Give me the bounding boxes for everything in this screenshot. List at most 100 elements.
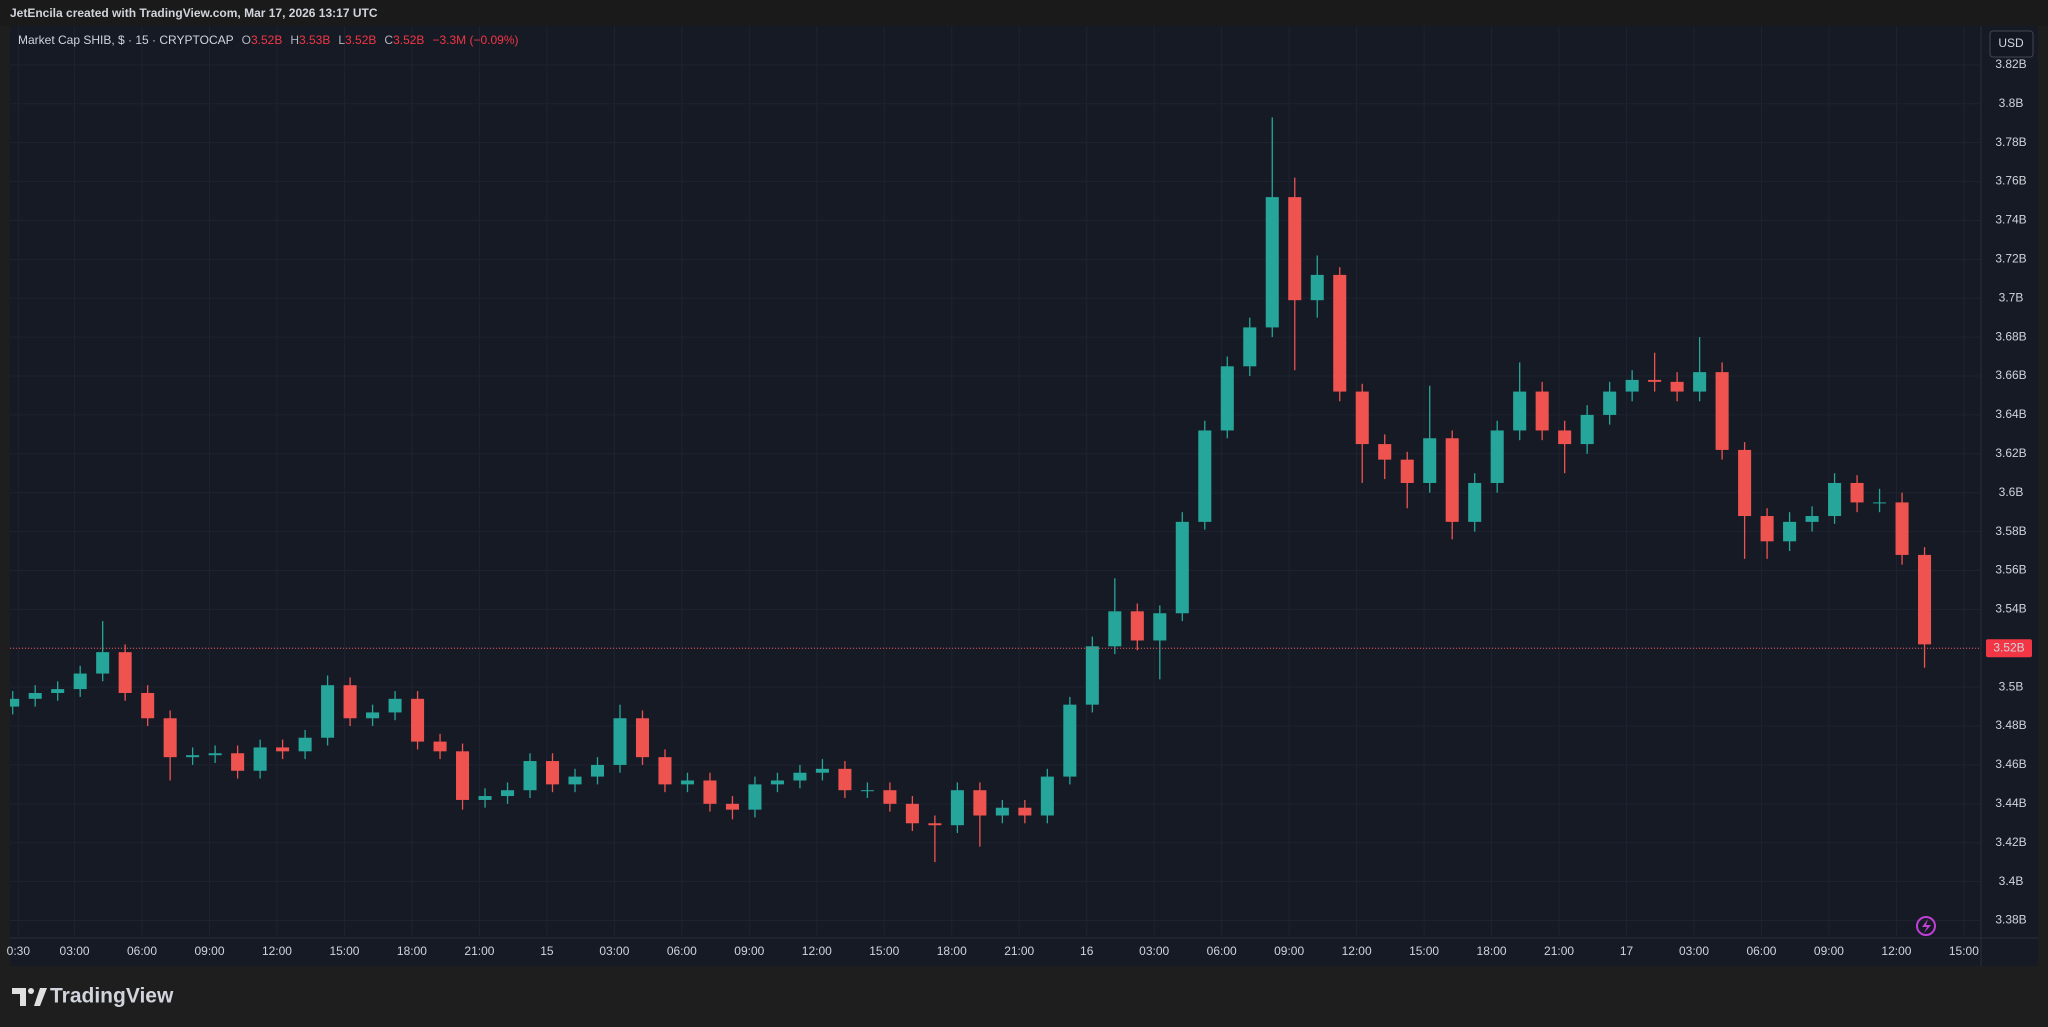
candle-body bbox=[1670, 381, 1684, 392]
candle-body bbox=[1558, 430, 1572, 445]
candle-body bbox=[141, 692, 155, 719]
ohlc-key: L bbox=[338, 33, 346, 47]
x-tick-label: 18:00 bbox=[397, 944, 427, 958]
candle-body bbox=[928, 823, 942, 826]
y-tick-label: 3.62B bbox=[1995, 446, 2026, 460]
candle-body bbox=[770, 780, 784, 785]
currency-label[interactable]: USD bbox=[1998, 36, 2024, 50]
x-tick-label: 09:00 bbox=[194, 944, 224, 958]
candle-body bbox=[883, 790, 897, 804]
x-tick-label: 12:00 bbox=[1881, 944, 1911, 958]
candle-body bbox=[366, 712, 380, 719]
axes: 3.38B 3.4B 3.42B 3.44B 3.46B 3.48B 3.5B 3.52B 3.… bbox=[7, 57, 2032, 958]
ohlc-key: O bbox=[241, 33, 251, 47]
alert-icon[interactable] bbox=[1916, 916, 1936, 936]
candle-body bbox=[658, 757, 672, 785]
chart-pane bbox=[10, 26, 2038, 966]
candle-body bbox=[1918, 554, 1932, 645]
y-tick-label: 3.56B bbox=[1995, 563, 2026, 577]
candle-body bbox=[1378, 444, 1392, 460]
y-tick-label: 3.58B bbox=[1995, 524, 2026, 538]
candle-body bbox=[1603, 391, 1617, 415]
currency-button[interactable] bbox=[1989, 30, 2034, 58]
candle-body bbox=[1760, 516, 1774, 542]
y-tick-label: 3.82B bbox=[1995, 57, 2026, 71]
candle-body bbox=[1400, 459, 1414, 483]
candle-body bbox=[321, 685, 335, 738]
candle-body bbox=[748, 784, 762, 810]
candle-body bbox=[433, 741, 447, 752]
candle-body bbox=[1445, 438, 1459, 522]
x-tick-label: 21:00 bbox=[1004, 944, 1034, 958]
y-tick-label: 3.4B bbox=[1999, 874, 2024, 888]
candle-body bbox=[1423, 438, 1437, 483]
candle-body bbox=[96, 652, 110, 674]
candle-body bbox=[1783, 521, 1797, 542]
y-tick-label: 3.42B bbox=[1995, 835, 2026, 849]
y-tick-label: 3.8B bbox=[1999, 96, 2024, 110]
x-tick-label: 17 bbox=[1620, 944, 1634, 958]
candle-body bbox=[411, 698, 425, 742]
candle-body bbox=[523, 761, 537, 791]
candle-body bbox=[276, 747, 290, 752]
candle-body bbox=[1175, 521, 1189, 614]
candle-body bbox=[703, 780, 717, 804]
y-tick-label: 3.68B bbox=[1995, 329, 2026, 343]
x-tick-label: 09:00 bbox=[1814, 944, 1844, 958]
candle-body bbox=[253, 747, 267, 771]
candle-body bbox=[680, 780, 694, 785]
y-tick-label: 3.6B bbox=[1999, 485, 2024, 499]
candle-body bbox=[186, 755, 200, 758]
candle-body bbox=[163, 718, 177, 758]
candle-body bbox=[208, 753, 222, 756]
x-tick-label: 06:00 bbox=[1746, 944, 1776, 958]
candle-body bbox=[51, 689, 65, 693]
candle-body bbox=[1580, 414, 1594, 445]
change: −3.3M (−0.09%) bbox=[432, 33, 519, 47]
logo-slash bbox=[34, 988, 47, 1006]
candle-body bbox=[1828, 482, 1842, 517]
symbol: Market Cap SHIB, $ · 15 · CRYPTOCAP bbox=[18, 33, 234, 47]
y-tick-label: 3.5B bbox=[1999, 679, 2024, 693]
x-tick-label: 03:00 bbox=[1139, 944, 1169, 958]
candle-body bbox=[1355, 391, 1369, 445]
candle-body bbox=[973, 790, 987, 816]
x-tick-label: 15:00 bbox=[329, 944, 359, 958]
ohlc-value: 3.52B bbox=[393, 33, 425, 47]
candle-body bbox=[815, 768, 829, 773]
x-tick-label: 15:00 bbox=[1409, 944, 1439, 958]
candle-body bbox=[1895, 502, 1909, 555]
candle-body bbox=[231, 753, 245, 771]
y-tick-label: 3.38B bbox=[1995, 913, 2026, 927]
candle-body bbox=[1738, 449, 1752, 517]
candle-body bbox=[1288, 197, 1302, 301]
candle-body bbox=[1265, 197, 1279, 328]
legend: Market Cap SHIB, $ · 15 · CRYPTOCAP O3.52… bbox=[18, 33, 518, 47]
candle-body bbox=[838, 768, 852, 791]
candle-body bbox=[1310, 274, 1324, 301]
x-tick-label: 15:00 bbox=[869, 944, 899, 958]
x-tick-label: 03:00 bbox=[1679, 944, 1709, 958]
candle-body bbox=[118, 652, 132, 693]
last-price-badge bbox=[1986, 639, 2032, 658]
x-tick-label: 18:00 bbox=[937, 944, 967, 958]
candle-body bbox=[1535, 391, 1549, 431]
candle-body bbox=[1130, 611, 1144, 641]
logo-dot bbox=[28, 988, 34, 994]
candle-body bbox=[388, 698, 402, 713]
x-tick-label: 09:00 bbox=[1274, 944, 1304, 958]
candle-body bbox=[1873, 502, 1887, 504]
attribution: JetEncila created with TradingView.com, … bbox=[10, 6, 378, 20]
candle-body bbox=[635, 718, 650, 758]
ohlc-value: 3.52B bbox=[250, 33, 283, 47]
x-tick-label: 15 bbox=[540, 944, 554, 958]
brand-logo bbox=[12, 988, 47, 1006]
candle-body bbox=[1220, 366, 1234, 431]
x-tick-label: 16 bbox=[1080, 944, 1094, 958]
y-tick-label: 3.72B bbox=[1995, 252, 2026, 266]
x-tick-label: 12:00 bbox=[262, 944, 292, 958]
candle-body bbox=[725, 803, 739, 810]
candle-body bbox=[73, 673, 87, 690]
x-tick-label: 0:30 bbox=[7, 944, 31, 958]
candle-body bbox=[501, 790, 515, 797]
